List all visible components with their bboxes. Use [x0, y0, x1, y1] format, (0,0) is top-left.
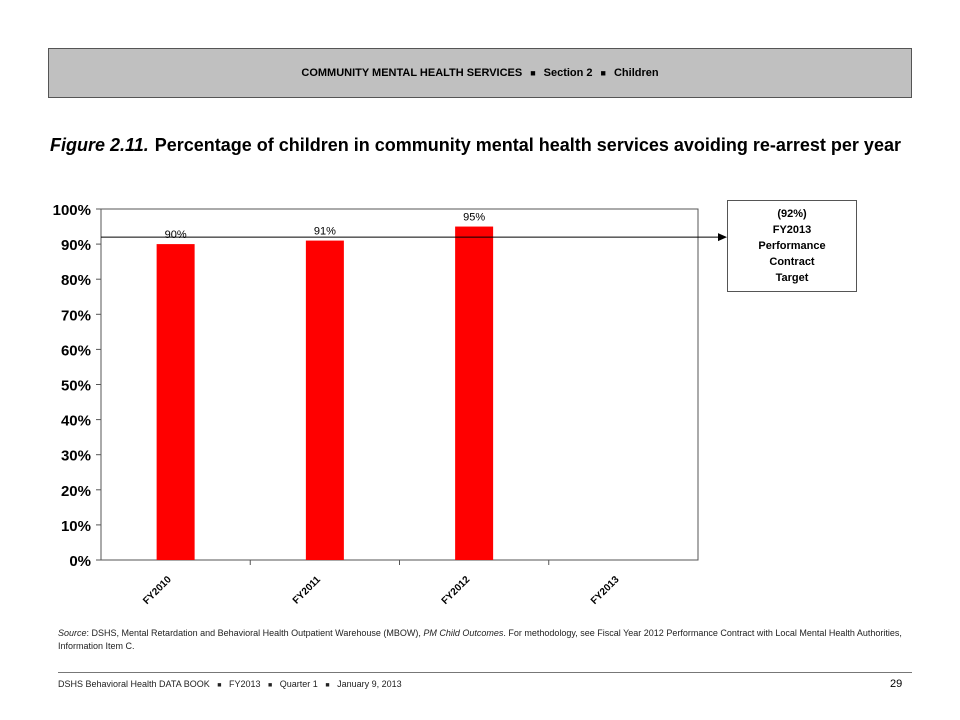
target-value: (92%): [777, 208, 807, 220]
footer-rule: [58, 672, 912, 673]
x-category-label: FY2011: [291, 574, 323, 606]
source-italic: PM Child Outcomes: [423, 628, 504, 638]
footer-sep-3: ■: [325, 682, 330, 689]
footer-quarter: Quarter 1: [279, 679, 318, 689]
header-separator-2: ■: [600, 68, 606, 78]
footer-sep-2: ■: [268, 682, 273, 689]
bar: [305, 240, 344, 560]
x-category-label: FY2012: [440, 574, 473, 607]
figure-title: Figure 2.11. Percentage of children in co…: [50, 133, 930, 157]
y-tick-label: 100%: [53, 202, 91, 219]
target-callout: (92%) FY2013 Performance Contract Target: [727, 200, 857, 292]
y-tick-label: 10%: [61, 518, 91, 535]
section-main-title: COMMUNITY MENTAL HEALTH SERVICES: [301, 67, 523, 79]
figure-number: Figure 2.11.: [50, 135, 149, 155]
source-note: Source: DSHS, Mental Retardation and Beh…: [58, 627, 918, 653]
bar-value-label: 91%: [314, 226, 336, 238]
section-header: COMMUNITY MENTAL HEALTH SERVICES ■ Secti…: [48, 48, 912, 98]
y-tick-label: 90%: [61, 237, 91, 254]
target-fy: FY2013: [772, 224, 812, 236]
y-tick-label: 20%: [61, 483, 91, 500]
target-arrowhead: [718, 233, 727, 242]
footer-fy: FY2013: [229, 679, 261, 689]
bar-value-label: 90%: [165, 229, 187, 241]
target-label-1: Performance: [758, 240, 826, 252]
source-text-2: . For methodology, see Fiscal Year 2012 …: [58, 628, 902, 651]
bar: [455, 226, 494, 561]
y-tick-label: 0%: [69, 553, 91, 570]
source-text-1: : DSHS, Mental Retardation and Behaviora…: [86, 628, 424, 638]
footer-info: DSHS Behavioral Health DATA BOOK ■ FY201…: [58, 679, 402, 689]
x-category-label: FY2013: [589, 574, 622, 607]
y-tick-label: 30%: [61, 448, 91, 465]
target-label-3: Target: [775, 272, 809, 284]
figure-caption: Percentage of children in community ment…: [154, 135, 901, 155]
y-tick-label: 60%: [61, 342, 91, 359]
y-tick-label: 80%: [61, 272, 91, 289]
page-number: 29: [890, 678, 903, 690]
x-category-label: FY2010: [141, 574, 174, 607]
y-tick-label: 50%: [61, 378, 91, 395]
target-label-2: Contract: [769, 256, 815, 268]
footer-date: January 9, 2013: [337, 679, 402, 689]
footer-sep-1: ■: [217, 682, 222, 689]
source-label: Source: [58, 628, 87, 638]
bar: [156, 244, 195, 560]
footer-book: DSHS Behavioral Health DATA BOOK: [58, 679, 210, 689]
header-separator-1: ■: [530, 68, 536, 78]
bar-value-label: 95%: [463, 212, 485, 224]
section-number: Section 2: [543, 67, 593, 79]
section-subtitle: Children: [613, 67, 659, 79]
y-tick-label: 70%: [61, 307, 91, 324]
y-tick-label: 40%: [61, 413, 91, 430]
